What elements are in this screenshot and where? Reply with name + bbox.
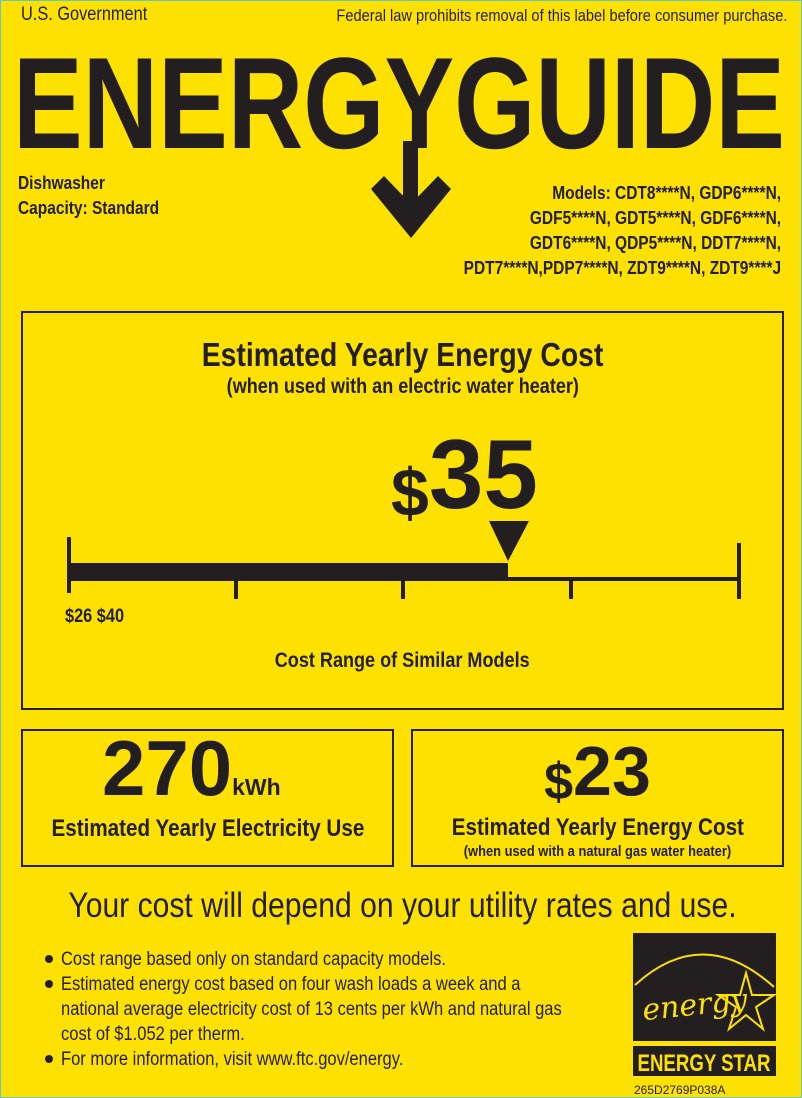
product-type: Dishwasher (18, 173, 119, 194)
electricity-label: Estimated Yearly Electricity Use (21, 816, 394, 842)
energyguide-title: ENERGYGUIDE (13, 30, 785, 238)
main-cost-value: $35 (391, 425, 538, 552)
scale-tick (569, 577, 573, 599)
scale-filled-bar (69, 563, 508, 581)
main-cost-title-text: Estimated Yearly Energy Cost (201, 336, 604, 373)
currency-symbol: $ (391, 455, 429, 531)
bullet-text: national average electricity cost of 13 … (61, 999, 562, 1020)
main-cost-amount: 35 (428, 419, 538, 529)
energy-star-label: ENERGY STAR (638, 1050, 771, 1077)
scale-tick (401, 577, 405, 599)
bullet-text: Cost range based only on standard capaci… (61, 949, 447, 970)
product-type-text: Dishwasher (18, 173, 105, 193)
bullet-text: cost of $1.052 per therm. (61, 1024, 245, 1045)
scale-line (508, 577, 739, 581)
range-label: $26 $40 (65, 606, 134, 628)
gas-cost-sublabel: (when used with a natural gas water heat… (411, 843, 784, 860)
capacity-text: Capacity: Standard (18, 198, 160, 218)
main-cost-title: Estimated Yearly Energy Cost (21, 337, 784, 373)
main-cost-subtitle-text: (when used with an electric water heater… (226, 375, 579, 398)
removal-notice: Federal law prohibits removal of this la… (263, 7, 787, 25)
main-cost-subtitle: (when used with an electric water heater… (21, 375, 784, 398)
star-icon (714, 969, 777, 1032)
cost-pointer-triangle (489, 521, 529, 561)
bullet-icon (45, 955, 53, 963)
disclaimer: Your cost will depend on your utility ra… (1, 887, 802, 925)
models-line: GDT6****N, QDP5****N, DDT7****N, (529, 233, 781, 253)
range-label-text: $26 $40 (65, 606, 125, 627)
gas-cost-label-text: Estimated Yearly Energy Cost (451, 814, 744, 841)
issuer-text: U.S. Government (21, 4, 148, 25)
energy-star-logo: energy ENERGY STAR (633, 933, 777, 1077)
kwh-amount: 270 (102, 724, 233, 812)
disclaimer-text: Your cost will depend on your utility ra… (67, 886, 737, 925)
range-caption: Cost Range of Similar Models (1, 649, 802, 673)
currency-symbol: $ (544, 753, 574, 811)
main-cost-box (21, 311, 784, 710)
bullet-icon (45, 1055, 53, 1063)
bullet-icon (45, 980, 53, 988)
scale-right-end (737, 543, 741, 599)
capacity: Capacity: Standard (18, 198, 182, 219)
arrow-down-icon (371, 141, 451, 238)
gas-cost-value: $23 (411, 735, 784, 827)
models-line: PDT7****N,PDP7****N, ZDT9****N, ZDT9****… (463, 258, 781, 278)
cost-range-scale (67, 521, 741, 599)
gas-cost-box (411, 729, 784, 867)
models-line: Models: CDT8****N, GDP6****N, (552, 183, 781, 203)
gas-cost-label: Estimated Yearly Energy Cost (411, 815, 784, 841)
bullet-text: Estimated energy cost based on four wash… (61, 974, 521, 995)
models-list: Models: CDT8****N, GDP6****N, GDF5****N,… (412, 181, 781, 281)
bullet-text: For more information, visit www.ftc.gov/… (61, 1049, 404, 1070)
gas-cost-amount: 23 (573, 732, 651, 810)
gas-cost-sublabel-text: (when used with a natural gas water heat… (463, 843, 732, 860)
electricity-label-text: Estimated Yearly Electricity Use (51, 815, 364, 842)
issuer: U.S. Government (21, 5, 168, 25)
removal-notice-text: Federal law prohibits removal of this la… (335, 6, 787, 25)
energyguide-wordmark: ENERGYGUIDE (13, 30, 785, 176)
kwh-unit: kWh (232, 774, 281, 800)
electricity-box (21, 729, 394, 867)
scale-tick (234, 577, 238, 599)
electricity-value: 270kWh (102, 729, 281, 830)
range-caption-text: Cost Range of Similar Models (274, 649, 530, 672)
models-line: GDF5****N, GDT5****N, GDF6****N, (529, 208, 781, 228)
label-code: 265D2769P038A (634, 1083, 726, 1097)
